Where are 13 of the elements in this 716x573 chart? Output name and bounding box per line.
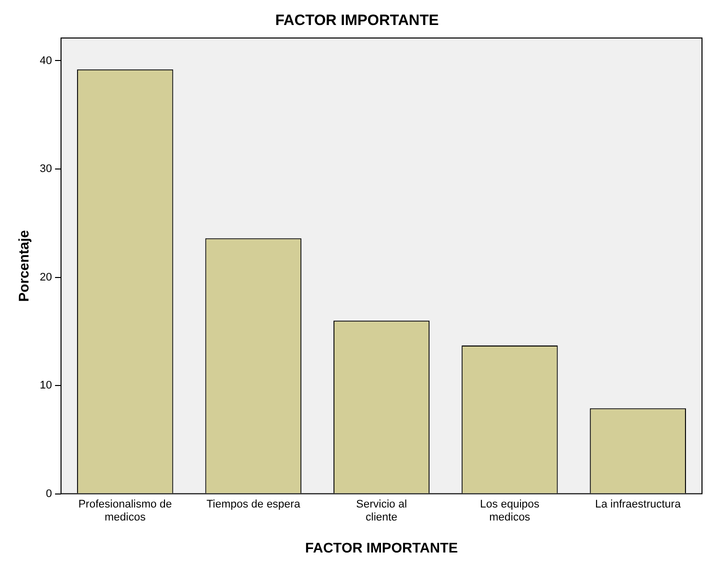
x-tick-label: Los equipos medicos <box>480 498 540 524</box>
y-tick-label: 30 <box>40 163 52 176</box>
x-tick-label: Profesionalismo de medicos <box>78 498 172 524</box>
x-tick-label: La infraestructura <box>595 498 682 510</box>
y-tick-label: 10 <box>40 380 52 392</box>
y-axis-title: Porcentaje <box>15 230 32 302</box>
y-tick-label: 0 <box>46 488 52 500</box>
chart-title: FACTOR IMPORTANTE <box>275 12 439 30</box>
x-tick-label: Tiempos de espera <box>206 498 302 510</box>
x-axis-title: FACTOR IMPORTANTE <box>305 539 458 556</box>
y-tick-label: 40 <box>40 54 52 67</box>
y-tick-label: 20 <box>40 271 52 284</box>
x-tick-label: Servicio al cliente <box>356 498 407 524</box>
